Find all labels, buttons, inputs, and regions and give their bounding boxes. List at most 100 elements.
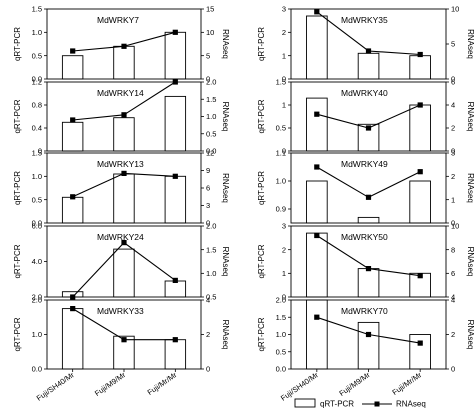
left-tick-label: 1.2 (32, 78, 42, 87)
left-tick-label: 1.0 (32, 28, 42, 37)
panel-frame (290, 81, 447, 152)
rnaseq-point (121, 112, 127, 118)
rnaseq-point (121, 337, 127, 343)
panel-frame (290, 152, 447, 224)
rnaseq-point (314, 232, 320, 239)
panel-title: MdWRKY40 (341, 88, 388, 98)
rnaseq-point (417, 102, 423, 108)
right-tick-label: 0 (206, 365, 210, 374)
panel-title: MdWRKY49 (341, 159, 388, 169)
left-tick-label: 0 (38, 147, 42, 156)
left-tick-label: 1 (282, 101, 286, 110)
right-tick-label: 5 (451, 40, 455, 49)
right-tick-label: 10 (451, 5, 459, 14)
left-tick-label: 1.5 (32, 5, 42, 14)
rnaseq-point (121, 240, 127, 246)
right-axis-label: RNAseq (466, 247, 474, 277)
qrt-pcr-bar (306, 15, 328, 80)
left-tick-label: 3 (282, 5, 286, 14)
left-tick-label: 1.5 (32, 149, 42, 158)
qrt-pcr-bar (113, 173, 135, 224)
rnaseq-point (172, 79, 178, 85)
left-tick-label: 0.0 (276, 365, 286, 374)
qrt-pcr-bar (113, 45, 135, 80)
left-tick-label: 1 (282, 269, 286, 278)
qrt-pcr-bar (113, 117, 135, 152)
qrt-pcr-bar (306, 97, 328, 152)
rnaseq-line (316, 166, 421, 198)
right-tick-label: 10 (451, 222, 459, 231)
left-tick-label: 0.0 (32, 365, 42, 374)
qrt-pcr-bar (409, 180, 431, 224)
left-axis-label: qRT-PCR (257, 27, 266, 61)
category-label: Fuji/M9/Mr (337, 370, 372, 398)
qrt-pcr-bar (409, 55, 431, 80)
legend-point-swatch (374, 401, 380, 407)
right-tick-label: 15 (206, 5, 214, 14)
rnaseq-point (314, 314, 320, 320)
left-tick-label: 1.5 (276, 313, 286, 322)
right-tick-label: 1.0 (206, 269, 216, 278)
left-axis-label: qRT-PCR (257, 244, 266, 278)
right-axis-label: RNAseq (221, 102, 230, 132)
left-tick-label: 0 (282, 293, 286, 302)
right-tick-label: 6 (451, 78, 455, 87)
rnaseq-point (70, 294, 76, 300)
right-axis-label: RNAseq (221, 320, 230, 350)
panel-title: MdWRKY7 (97, 15, 139, 25)
right-tick-label: 2.0 (206, 222, 216, 231)
right-tick-label: 2 (451, 124, 455, 133)
panel-title: MdWRKY35 (341, 15, 388, 25)
left-tick-label: 2.0 (32, 293, 42, 302)
qrt-pcr-bar (61, 196, 84, 224)
left-axis-label: qRT-PCR (257, 99, 266, 133)
rnaseq-point (365, 266, 372, 272)
right-tick-label: 0 (206, 219, 210, 228)
qrt-pcr-bar (164, 95, 187, 152)
left-tick-label: 0 (282, 75, 286, 84)
left-axis-label: qRT-PCR (13, 99, 22, 133)
rnaseq-point (70, 48, 76, 54)
right-tick-label: 9 (206, 166, 210, 175)
rnaseq-point (70, 194, 76, 200)
left-tick-label: 2.0 (276, 296, 286, 305)
qrt-pcr-bar (409, 104, 431, 152)
right-tick-label: 1.5 (206, 95, 216, 104)
right-tick-label: 2 (206, 330, 210, 339)
rnaseq-point (417, 340, 423, 346)
legend-label: qRT-PCR (320, 400, 354, 409)
right-tick-label: 0 (206, 75, 210, 84)
qrt-pcr-bar (357, 216, 380, 224)
right-tick-label: 0 (451, 147, 455, 156)
qrt-pcr-bar (164, 339, 187, 370)
right-tick-label: 0.0 (206, 147, 216, 156)
category-label: Fuji/Mr/Mr (391, 370, 424, 397)
left-axis-label: qRT-PCR (13, 27, 22, 61)
left-axis-label: qRT-PCR (13, 244, 22, 278)
legend-bar-swatch (294, 398, 316, 408)
right-tick-label: 0.5 (206, 293, 216, 302)
right-tick-label: 0 (451, 219, 455, 228)
rnaseq-point (365, 331, 372, 338)
rnaseq-point (314, 9, 320, 15)
rnaseq-point (365, 194, 372, 200)
rnaseq-point (417, 169, 423, 175)
right-axis-label: RNAseq (466, 320, 474, 350)
qrt-pcr-bar (357, 52, 380, 80)
left-tick-label: 0.5 (32, 51, 42, 60)
rnaseq-point (365, 48, 372, 54)
right-tick-label: 5 (206, 51, 210, 60)
right-axis-label: RNAseq (466, 173, 474, 203)
left-tick-label: 1.0 (276, 177, 286, 186)
rnaseq-point (172, 173, 178, 179)
right-axis-label: RNAseq (466, 29, 474, 59)
qrt-pcr-bar (61, 308, 84, 370)
rnaseq-point (172, 29, 178, 35)
panel-title: MdWRKY50 (341, 232, 388, 242)
left-tick-label: 1.1 (276, 149, 286, 158)
left-tick-label: 6.0 (32, 222, 42, 231)
right-tick-label: 0.5 (206, 129, 216, 138)
panel-frame (46, 8, 202, 80)
left-axis-label: qRT-PCR (257, 171, 266, 205)
